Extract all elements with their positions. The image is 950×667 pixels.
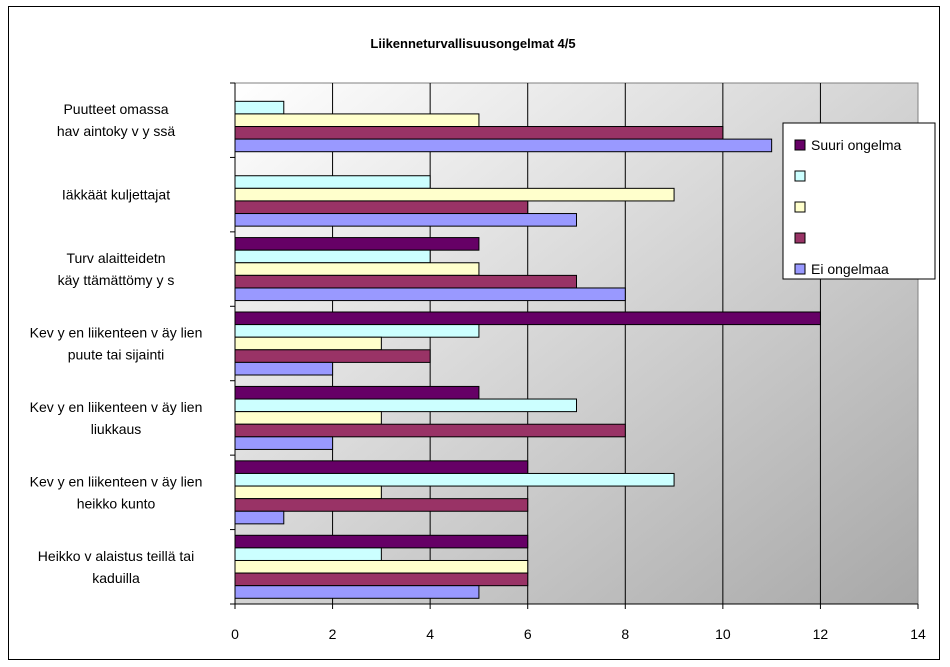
category-label: Heikko v alaistus teillä tai [38, 548, 194, 564]
x-tick-label: 6 [524, 626, 532, 642]
legend-swatch [794, 232, 806, 244]
bar [234, 262, 480, 276]
bar [234, 472, 675, 487]
bar [234, 113, 480, 128]
x-tick-label: 0 [231, 626, 239, 642]
bar [234, 249, 431, 264]
x-tick-label: 14 [910, 626, 926, 642]
bar [234, 361, 334, 376]
bar [234, 187, 675, 202]
legend-swatch [794, 263, 806, 275]
x-tick-label: 4 [426, 626, 434, 642]
chart-title: Liikenneturvallisuusongelmat 4/5 [370, 36, 575, 51]
bar [234, 485, 382, 500]
bar [234, 498, 529, 512]
bar [234, 200, 529, 215]
bar [234, 336, 382, 351]
bar [234, 559, 529, 574]
legend-swatch [794, 170, 806, 182]
category-label: puute tai sijainti [68, 347, 165, 363]
legend-label: Ei ongelmaa [811, 261, 889, 277]
category-label: Iäkkäät kuljettajat [62, 187, 170, 203]
bar [234, 534, 529, 549]
category-label: liukkaus [91, 421, 142, 437]
category-label: käy ttämättömy y s [58, 272, 175, 288]
bar [234, 510, 285, 525]
bar [234, 138, 773, 153]
chart-frame: Liikenneturvallisuusongelmat 4/5 0 2 4 6 8 10… [8, 6, 940, 660]
category-label: Kev y en liikenteen v äy lien [30, 473, 203, 489]
category-label: Kev y en liikenteen v äy lien [30, 325, 203, 341]
bar [234, 385, 480, 400]
bar [234, 585, 480, 599]
bar [234, 411, 382, 425]
legend: Suuri ongelma Ei ongelmaa [782, 122, 936, 280]
bar [234, 213, 577, 227]
bar [234, 287, 626, 302]
bar [234, 547, 382, 561]
bar [234, 126, 724, 140]
bar [234, 349, 431, 363]
legend-swatch [794, 139, 806, 151]
category-label: Turv alaitteidetn [66, 250, 165, 266]
x-tick-label: 8 [621, 626, 629, 642]
x-tick-label: 10 [715, 626, 731, 642]
bar [234, 311, 821, 326]
bar [234, 572, 529, 587]
bar [234, 237, 480, 251]
bar [234, 398, 577, 413]
bar [234, 175, 431, 189]
x-tick-label: 12 [813, 626, 829, 642]
category-label: hav aintoky v y ssä [57, 123, 175, 139]
x-tick-label: 2 [329, 626, 337, 642]
legend-swatch [794, 201, 806, 213]
bar [234, 100, 285, 115]
bar [234, 460, 529, 474]
category-label: kaduilla [92, 570, 140, 586]
legend-box [782, 122, 936, 280]
bar [234, 423, 626, 438]
bar [234, 274, 577, 289]
category-label: Kev y en liikenteen v äy lien [30, 399, 203, 415]
category-label: heikko kunto [77, 495, 156, 511]
bar [234, 324, 480, 338]
category-label: Puutteet omassa [63, 101, 168, 117]
bar [234, 436, 334, 450]
bar-chart: Liikenneturvallisuusongelmat 4/5 0 2 4 6 8 10… [30, 36, 936, 642]
legend-label: Suuri ongelma [811, 137, 901, 153]
